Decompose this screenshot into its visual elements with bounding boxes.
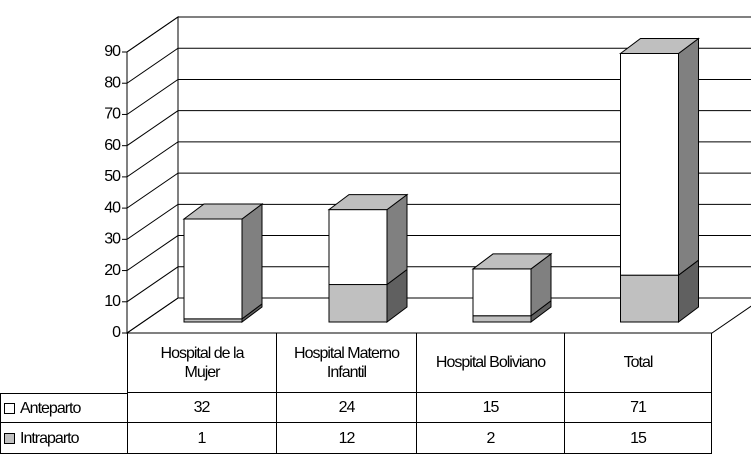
left-wall bbox=[126, 16, 179, 334]
y-tick-label: 80 bbox=[104, 74, 121, 91]
grid-line bbox=[126, 297, 751, 334]
category-label: Hospital Boliviano bbox=[417, 333, 565, 393]
bar bbox=[620, 274, 679, 323]
bar-top bbox=[182, 203, 264, 220]
y-tick-label: 0 bbox=[112, 324, 121, 341]
y-tick-label: 90 bbox=[104, 43, 121, 60]
grid-line bbox=[126, 110, 751, 147]
bar bbox=[620, 52, 679, 276]
bar-top bbox=[327, 194, 409, 211]
legend-entry: Anteparto bbox=[0, 393, 128, 423]
legend-entry: Intraparto bbox=[0, 423, 128, 454]
bar-side bbox=[241, 202, 263, 320]
grid-line bbox=[126, 78, 751, 115]
y-tick-label: 40 bbox=[104, 199, 121, 216]
grid-line bbox=[126, 172, 751, 209]
category-label: Hospital de la Mujer bbox=[127, 333, 277, 393]
bar bbox=[328, 209, 388, 286]
y-tick-label: 10 bbox=[104, 293, 121, 310]
grid-line bbox=[126, 47, 751, 84]
y-tick-label: 60 bbox=[104, 137, 121, 154]
bar bbox=[472, 315, 532, 323]
bar-side bbox=[386, 193, 408, 286]
table-value: 12 bbox=[277, 423, 417, 454]
table-value: 2 bbox=[417, 423, 565, 454]
grid-line bbox=[126, 141, 751, 178]
bar-side bbox=[678, 37, 699, 277]
bar-top bbox=[471, 253, 553, 270]
table-value: 15 bbox=[417, 393, 565, 423]
grid-line bbox=[126, 235, 751, 271]
table-value: 15 bbox=[565, 423, 712, 454]
table-value: 32 bbox=[127, 393, 277, 423]
table-value: 71 bbox=[565, 393, 712, 423]
table-value: 24 bbox=[277, 393, 417, 423]
y-tick-label: 70 bbox=[104, 106, 121, 123]
legend-label: Anteparto bbox=[20, 399, 81, 417]
bar bbox=[472, 268, 532, 317]
grid-line bbox=[126, 203, 751, 240]
legend-label: Intraparto bbox=[20, 429, 79, 447]
bar-top bbox=[619, 37, 700, 54]
y-tick-label: 50 bbox=[104, 168, 121, 185]
table-value: 1 bbox=[127, 423, 277, 454]
y-tick-label: 30 bbox=[104, 231, 121, 248]
y-tick-label: 20 bbox=[104, 262, 121, 279]
category-label: Total bbox=[565, 333, 712, 393]
legend-swatch bbox=[4, 432, 15, 444]
bar bbox=[328, 284, 388, 323]
legend-swatch bbox=[4, 402, 15, 414]
grid-line bbox=[126, 266, 751, 303]
bar bbox=[183, 218, 243, 320]
grid-line bbox=[126, 16, 751, 53]
category-label: Hospital Materno Infantil bbox=[277, 333, 417, 393]
